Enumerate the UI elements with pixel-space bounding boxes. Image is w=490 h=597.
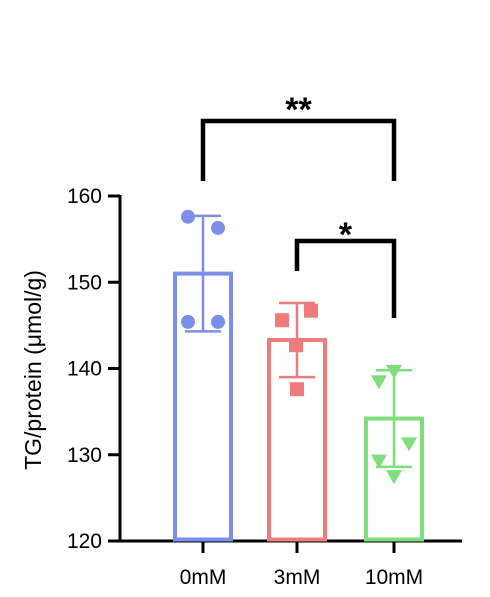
y-tick-label: 120 <box>67 530 102 553</box>
data-point <box>386 470 402 485</box>
data-point <box>211 314 225 329</box>
y-tick-label: 160 <box>67 185 102 208</box>
x-tick-label: 10mM <box>365 566 423 589</box>
y-ticks: 120 130 140 150 160 <box>67 185 120 553</box>
axes <box>118 195 462 543</box>
data-point <box>386 364 402 379</box>
significance-label: ** <box>285 91 312 129</box>
data-point <box>290 382 304 397</box>
data-point <box>275 313 289 328</box>
data-point <box>181 314 195 329</box>
data-point <box>371 454 387 469</box>
significance-label: * <box>339 216 353 254</box>
x-tick-label: 0mM <box>180 566 227 589</box>
data-point <box>401 437 417 452</box>
significance-bracket <box>294 238 397 318</box>
bars <box>173 271 424 542</box>
data-points <box>181 209 417 485</box>
y-tick-label: 150 <box>67 271 102 294</box>
significance-bracket <box>200 118 397 181</box>
data-point <box>371 375 387 390</box>
x-ticks: 0mM 3mM 10mM <box>180 541 423 589</box>
data-point <box>181 209 195 224</box>
y-tick-label: 140 <box>67 358 102 381</box>
data-point <box>211 220 225 235</box>
y-axis-label: TG/protein (μmol/g) <box>20 270 46 470</box>
significance-annotations: *** <box>200 91 397 318</box>
x-tick-label: 3mM <box>274 566 321 589</box>
y-tick-label: 130 <box>67 444 102 467</box>
data-point <box>304 303 318 318</box>
data-point <box>289 338 303 353</box>
